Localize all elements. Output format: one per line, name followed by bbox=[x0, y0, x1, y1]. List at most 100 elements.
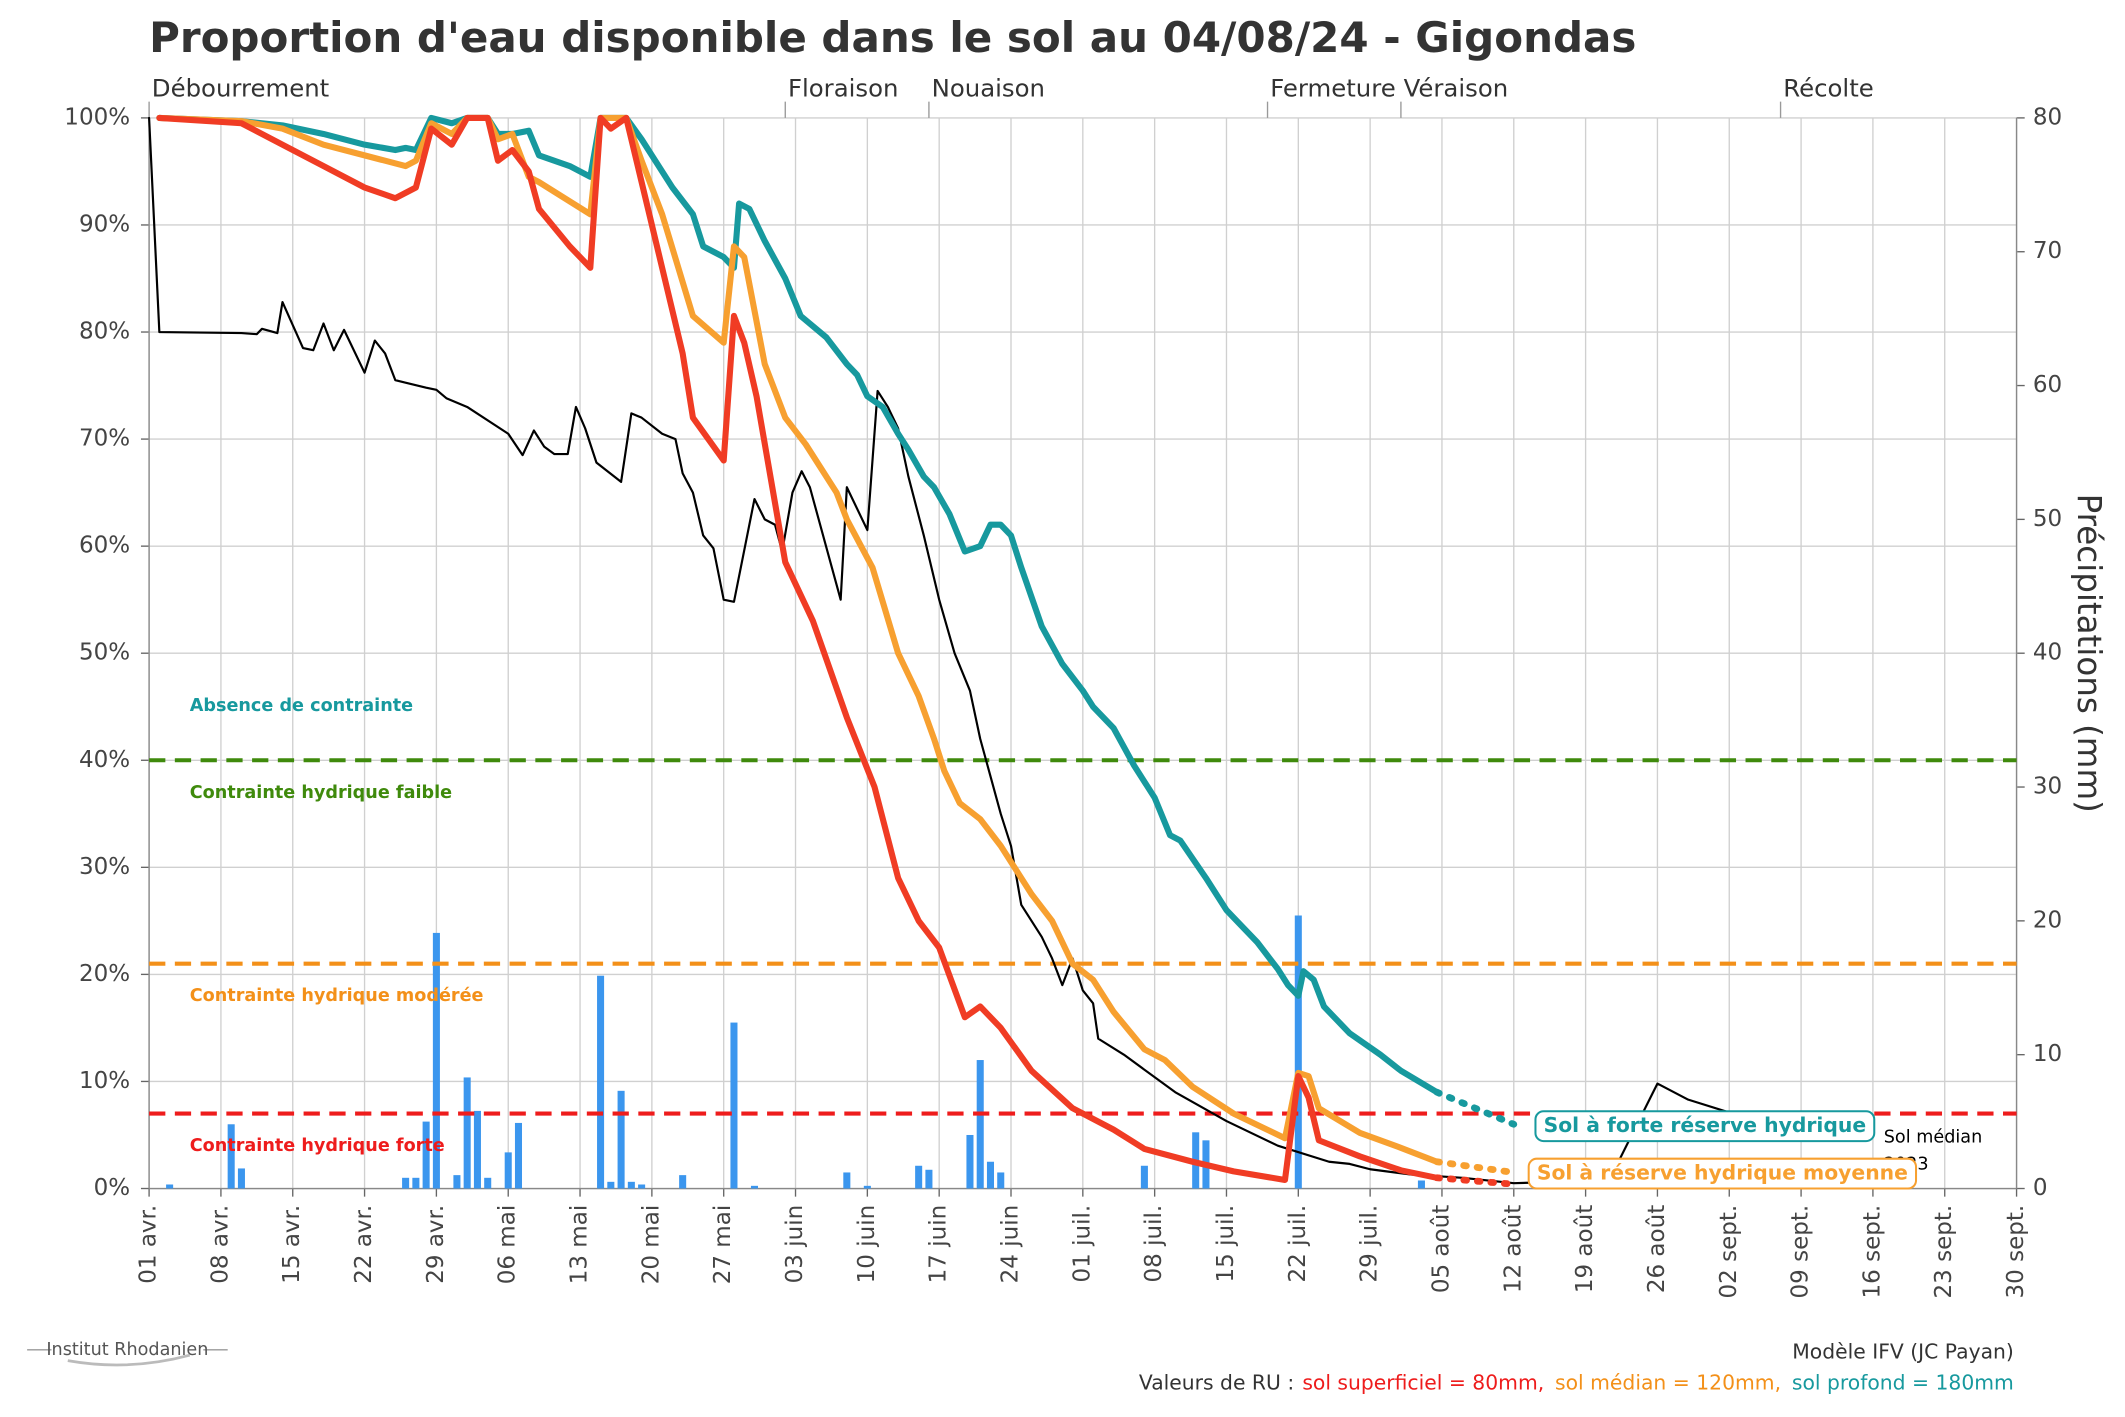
precip-bar bbox=[966, 1134, 974, 1189]
series-label-box bbox=[1534, 1110, 1876, 1143]
ru-value: sol superficiel = 80mm, bbox=[1302, 1371, 1544, 1395]
logo-swoosh bbox=[67, 1353, 191, 1367]
y-tick-label: 50% bbox=[79, 640, 130, 666]
precip-bar bbox=[237, 1168, 245, 1189]
y-tick-label: 80% bbox=[79, 319, 130, 345]
phase-label: Récolte bbox=[1783, 73, 1873, 102]
precip-bar bbox=[504, 1152, 512, 1189]
precip-bar bbox=[638, 1184, 646, 1189]
x-tick-label: 09 sept. bbox=[1788, 1205, 1814, 1299]
x-tick-label: 27 mai bbox=[710, 1205, 736, 1285]
precip-bar bbox=[473, 1110, 481, 1189]
x-tick-label: 17 juin bbox=[926, 1205, 952, 1284]
y-tick-label: 20% bbox=[79, 961, 130, 987]
precip-bar bbox=[679, 1175, 687, 1189]
y-tick-label: 10% bbox=[79, 1068, 130, 1094]
precip-bar bbox=[227, 1124, 235, 1189]
phase-label: Nouaison bbox=[932, 73, 1045, 102]
x-tick-label: 08 avr. bbox=[207, 1205, 233, 1284]
x-tick-label: 02 sept. bbox=[1716, 1205, 1742, 1299]
phase-label: Fermeture bbox=[1270, 73, 1396, 102]
precip-bar bbox=[925, 1169, 933, 1189]
y-tick-label: 90% bbox=[79, 211, 130, 237]
y-tick-label: 100% bbox=[64, 104, 130, 130]
series-label: Sol à réserve hydrique moyenne bbox=[1527, 1157, 1918, 1190]
precip-bar bbox=[1140, 1165, 1148, 1189]
zone-label: Contrainte hydrique faible bbox=[190, 783, 452, 803]
ru-label: Valeurs de RU : bbox=[1139, 1371, 1294, 1395]
x-tick-label: 20 mai bbox=[638, 1205, 664, 1285]
precip-bar bbox=[412, 1177, 420, 1189]
y-tick-label: 30% bbox=[79, 854, 130, 880]
phase-label: Véraison bbox=[1404, 73, 1509, 102]
x-tick-label: 03 juin bbox=[782, 1205, 808, 1284]
precip-bar bbox=[976, 1060, 984, 1189]
y-tick-label: 60% bbox=[79, 533, 130, 559]
series-line bbox=[148, 116, 1861, 1188]
series-label: Sol à forte réserve hydrique bbox=[1534, 1110, 1876, 1143]
x-tick-label: 19 août bbox=[1572, 1205, 1598, 1293]
precip-bar bbox=[597, 975, 605, 1189]
x-tick-label: 26 août bbox=[1644, 1205, 1670, 1293]
series-label-text: Sol à réserve hydrique moyenne bbox=[1537, 1161, 1908, 1185]
y2-tick-label: 30 bbox=[2033, 774, 2062, 800]
precip-bar bbox=[843, 1172, 851, 1189]
x-tick-label: 12 août bbox=[1500, 1205, 1526, 1293]
precip-bar bbox=[730, 1022, 738, 1189]
x-tick-label: 29 avr. bbox=[423, 1205, 449, 1284]
y-tick-label: 40% bbox=[79, 747, 130, 773]
precip-bar bbox=[1417, 1180, 1425, 1189]
y2-tick-label: 60 bbox=[2033, 372, 2062, 398]
precip-bar bbox=[607, 1181, 615, 1189]
precip-bar bbox=[986, 1161, 995, 1189]
forecast-line bbox=[1433, 1088, 1518, 1128]
y2-tick-label: 50 bbox=[2033, 506, 2062, 532]
precip-bar bbox=[617, 1090, 625, 1189]
ru-value: sol profond = 180mm bbox=[1792, 1371, 2014, 1395]
chart-title: Proportion d'eau disponible dans le sol … bbox=[149, 13, 1636, 62]
precip-bar bbox=[166, 1184, 174, 1189]
zone-label: Absence de contrainte bbox=[190, 696, 413, 716]
x-tick-label: 06 mai bbox=[495, 1205, 521, 1285]
x-tick-label: 13 mai bbox=[567, 1205, 593, 1285]
model-note: Modèle IFV (JC Payan) bbox=[1792, 1339, 2014, 1363]
series-label-box bbox=[1527, 1157, 1918, 1190]
precip-bar bbox=[514, 1122, 523, 1189]
forecast-line bbox=[1433, 1174, 1518, 1188]
x-tick-label: 30 sept. bbox=[2003, 1205, 2029, 1299]
zone-label: Contrainte hydrique modérée bbox=[190, 986, 484, 1006]
y2-tick-label: 80 bbox=[2033, 104, 2062, 130]
precip-bar bbox=[863, 1185, 871, 1189]
y2-tick-label: 10 bbox=[2033, 1041, 2062, 1067]
y2-axis-title: Précipitations (mm) bbox=[2070, 494, 2108, 813]
logo: Institut Rhodanien bbox=[27, 1340, 228, 1367]
y-tick-label: 70% bbox=[79, 426, 130, 452]
x-tick-label: 08 juil. bbox=[1141, 1205, 1167, 1283]
series-line bbox=[156, 114, 1440, 1183]
y2-tick-label: 20 bbox=[2033, 907, 2062, 933]
x-tick-label: 22 juil. bbox=[1285, 1205, 1311, 1283]
x-tick-label: 24 juin bbox=[998, 1205, 1024, 1284]
y-tick-label: 0% bbox=[94, 1175, 131, 1201]
x-tick-label: 15 juil. bbox=[1213, 1205, 1239, 1283]
series-label-text: Sol à forte réserve hydrique bbox=[1544, 1113, 1867, 1137]
forecast-line bbox=[1433, 1158, 1518, 1176]
x-tick-label: 29 juil. bbox=[1357, 1205, 1383, 1283]
precip-bar bbox=[484, 1177, 492, 1189]
x-tick-label: 15 avr. bbox=[279, 1205, 305, 1284]
x-tick-label: 05 août bbox=[1428, 1205, 1454, 1293]
precip-bar bbox=[915, 1165, 923, 1189]
precip-bar bbox=[1294, 915, 1302, 1189]
precip-bar bbox=[627, 1181, 635, 1189]
zone-label: Contrainte hydrique forte bbox=[190, 1136, 445, 1156]
series-line bbox=[156, 114, 1440, 1096]
y2-tick-label: 70 bbox=[2033, 238, 2062, 264]
x-tick-label: 23 sept. bbox=[1931, 1205, 1957, 1299]
ru-value: sol médian = 120mm, bbox=[1555, 1371, 1781, 1395]
precip-bar bbox=[402, 1177, 410, 1189]
precip-bar bbox=[463, 1077, 471, 1189]
logo-text: Institut Rhodanien bbox=[46, 1340, 208, 1360]
x-tick-label: 22 avr. bbox=[351, 1205, 377, 1284]
